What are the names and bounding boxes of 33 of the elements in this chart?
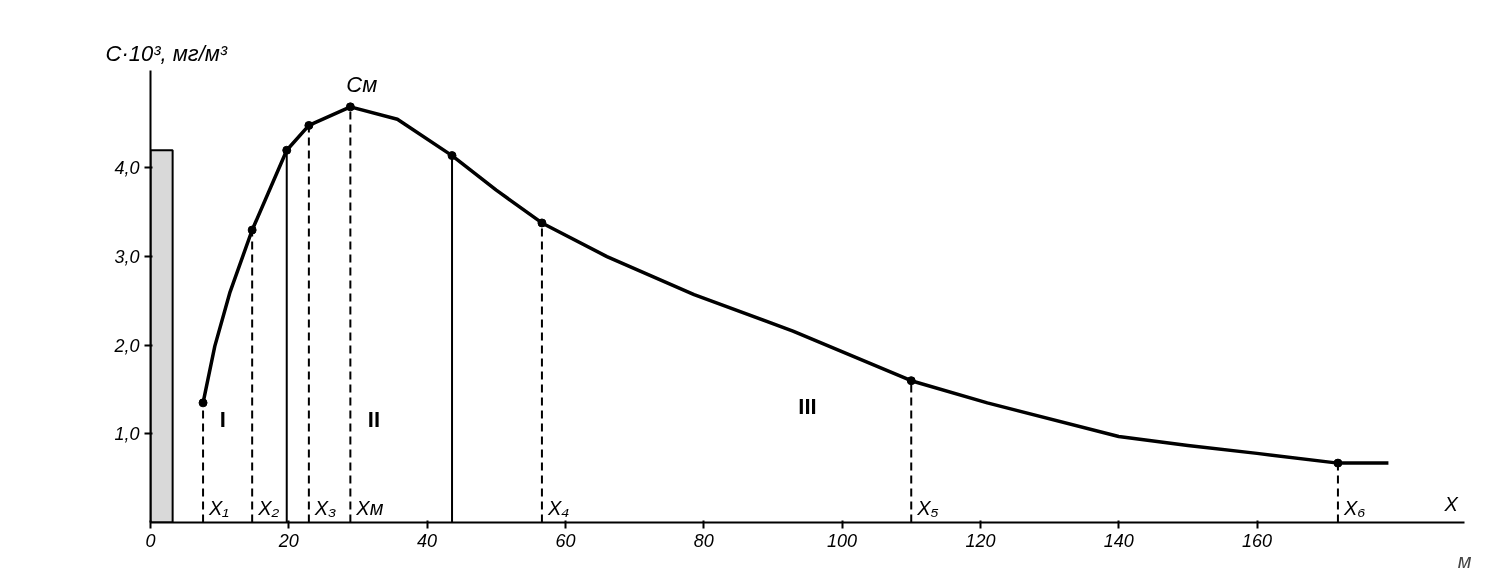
point: [247, 225, 257, 235]
x-tick-label: 60: [555, 530, 576, 551]
point: [282, 145, 292, 155]
x-tick-label: 0: [145, 530, 156, 551]
x-tick-label: 120: [965, 530, 996, 551]
annotation: II: [367, 407, 380, 433]
annotation: III: [798, 393, 817, 419]
point: [345, 102, 355, 112]
ref-line-label: X₆: [1342, 496, 1366, 519]
ref-line-label: X₂: [257, 496, 280, 519]
x-tick-label: 100: [827, 530, 858, 551]
x-tick-label: 80: [693, 530, 714, 551]
point: [906, 376, 916, 386]
ref-line-label: X₃: [313, 496, 337, 519]
y-axis-title: C·10³, мг/м³: [105, 40, 228, 66]
y-tick-label: 2,0: [113, 335, 140, 356]
x-tick-label: 20: [277, 530, 299, 551]
ref-line-label: Xм: [355, 496, 384, 519]
y-tick-label: 1,0: [114, 424, 140, 445]
point: [537, 218, 547, 228]
x-tick-label: 40: [417, 530, 438, 551]
ref-line-label: X₅: [916, 496, 939, 519]
x-tick-label: 160: [1242, 530, 1273, 551]
y-tick-label: 3,0: [114, 247, 140, 268]
annotation: Cм: [346, 71, 378, 97]
ref-line-label: X₁: [208, 496, 229, 519]
x-axis-title: X: [1443, 492, 1459, 515]
x-tick-label: 140: [1103, 530, 1134, 551]
y-tick-label: 4,0: [114, 158, 140, 179]
ref-line-label: X₄: [546, 496, 570, 519]
annotation: I: [219, 407, 226, 433]
point: [198, 398, 208, 408]
text: м: [1457, 549, 1472, 572]
